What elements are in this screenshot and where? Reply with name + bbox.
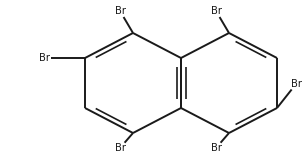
Text: Br: Br	[211, 143, 221, 153]
Text: Br: Br	[211, 6, 221, 16]
Text: Br: Br	[290, 79, 301, 89]
Text: Br: Br	[115, 143, 126, 153]
Text: Br: Br	[115, 6, 126, 16]
Text: Br: Br	[38, 53, 49, 63]
